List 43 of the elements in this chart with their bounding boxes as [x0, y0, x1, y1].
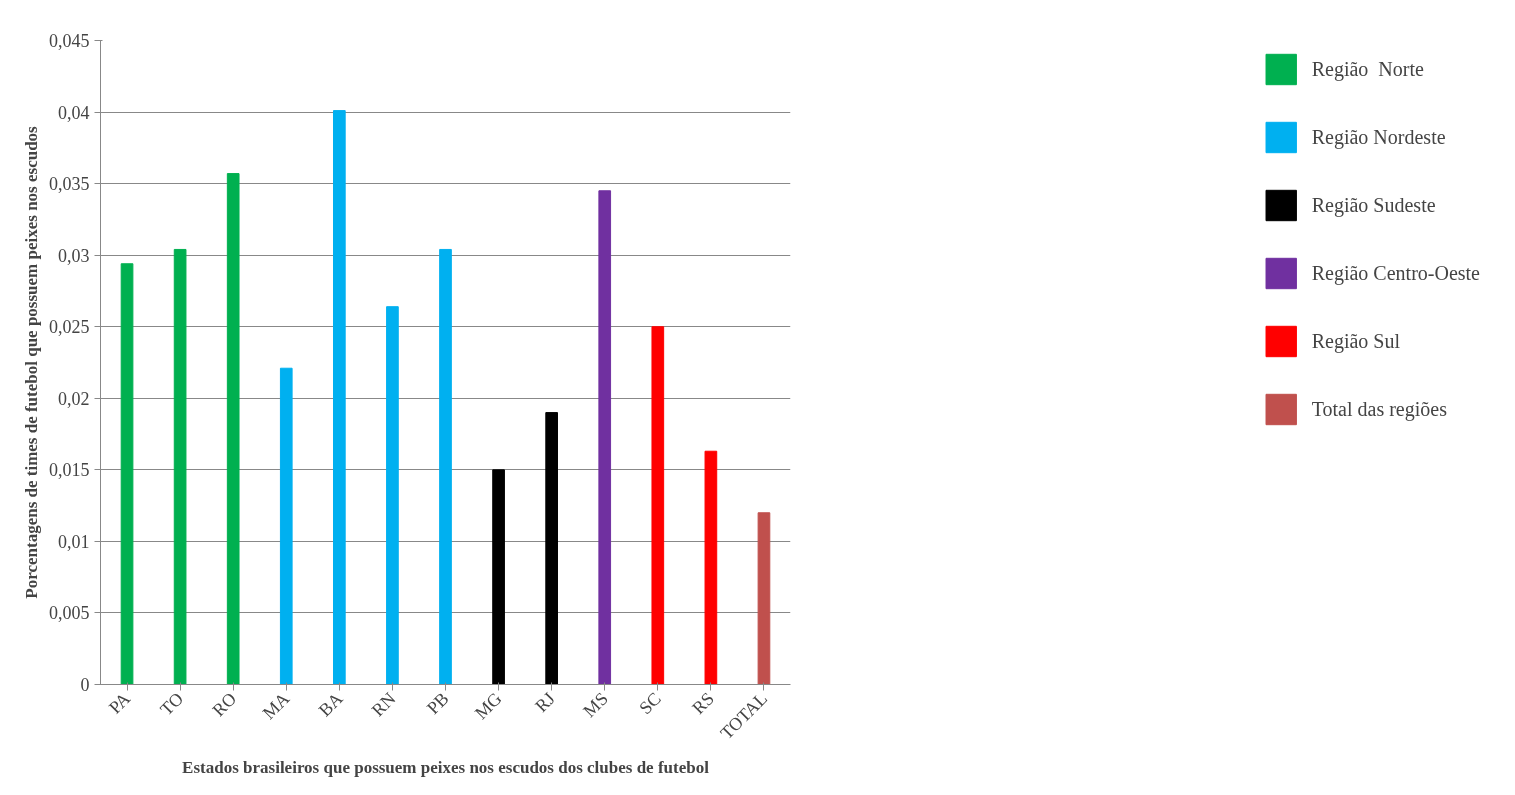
legend-label: Região Nordeste: [1311, 125, 1446, 149]
y-tick-label: 0,03: [58, 245, 90, 266]
y-tick-label: 0: [80, 675, 90, 695]
bar: [492, 469, 505, 685]
bar: [226, 173, 240, 685]
bar: [439, 248, 452, 685]
x-tick-label: RS: [688, 688, 718, 719]
bar: [333, 110, 346, 685]
legend-label: Região Centro-Oeste: [1311, 261, 1480, 285]
x-tick-label: RJ: [531, 688, 559, 717]
x-tick-label: SC: [635, 688, 665, 719]
y-tick-label: 0,025: [49, 317, 90, 338]
legend-label: Total das regiões: [1311, 397, 1447, 421]
bar: [757, 512, 771, 685]
x-tick-label: MA: [258, 688, 294, 724]
y-tick-label: 0,04: [58, 102, 90, 123]
bar: [173, 248, 187, 685]
x-tick-label: MG: [471, 688, 506, 724]
bar: [704, 450, 718, 685]
y-axis-title: Porcentagens de times de futebol que possuem peixes nos escudos: [22, 125, 41, 599]
x-tick-label: PA: [104, 688, 135, 718]
x-tick-label: PB: [422, 688, 453, 719]
x-tick-label: RO: [208, 688, 241, 721]
bar: [545, 412, 558, 685]
y-tick-label: 0,005: [49, 603, 90, 624]
legend-label: Região Norte: [1311, 57, 1424, 81]
legend-label: Região Sul: [1311, 329, 1401, 353]
bar: [279, 367, 293, 685]
bar: [120, 263, 134, 685]
x-tick-label: TO: [156, 688, 188, 720]
legend-label: Região Sudeste: [1311, 193, 1436, 217]
x-axis-title: Estados brasileiros que possuem peixes nos escudos dos clubes de futebol: [182, 758, 710, 778]
y-tick-label: 0,01: [58, 531, 90, 552]
y-tick-label: 0,035: [49, 174, 90, 195]
x-tick-label: RN: [367, 688, 400, 721]
x-tick-label: BA: [314, 688, 347, 721]
x-tick-label: MS: [579, 688, 612, 721]
y-tick-label: 0,015: [49, 460, 90, 481]
bar: [386, 306, 399, 685]
bar: [598, 190, 612, 685]
bar: [651, 326, 665, 685]
y-tick-label: 0,045: [49, 31, 90, 51]
y-tick-label: 0,02: [58, 388, 90, 409]
